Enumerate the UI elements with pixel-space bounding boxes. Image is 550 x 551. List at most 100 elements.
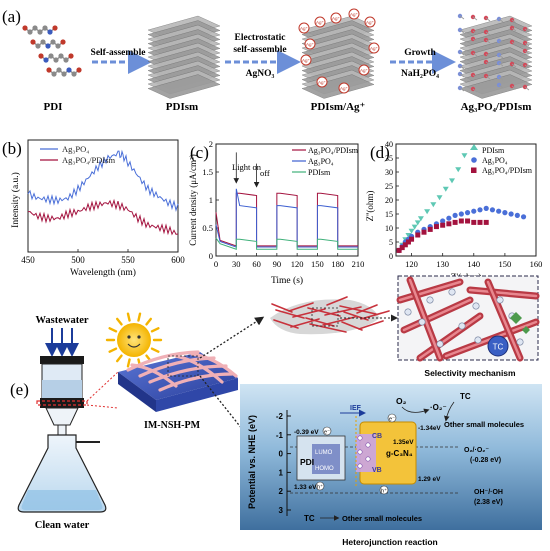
- panel-c-frame: [215, 143, 359, 257]
- panel-c: 0 30 60 90 120 150 180 210 0 0.5 1 1.5 2 (c) Time (s…: [188, 139, 364, 286]
- membrane-fiber: [158, 372, 234, 392]
- energy-axis-label: Potential vs. NHE (eV): [247, 415, 257, 509]
- pdi-atom: [43, 57, 49, 63]
- ag3po4-bond: [459, 73, 465, 78]
- panel-b-label: (b): [2, 139, 22, 158]
- stack-layer: [147, 74, 221, 99]
- hole-pdi: [315, 481, 325, 491]
- panel-d-ytick-label: 25: [385, 182, 393, 191]
- stage-label-pdi: PDI: [44, 101, 63, 113]
- hole-vb: [379, 485, 389, 495]
- panel-c-ytick-label: 1.5: [202, 167, 213, 177]
- panel-d-point-1: [496, 208, 502, 214]
- wastewater-arrows: [45, 328, 79, 357]
- membrane-side-left: [118, 372, 156, 412]
- mat-fiber: [292, 308, 326, 318]
- ief-region: [356, 434, 376, 472]
- selectivity-particle: [418, 318, 426, 326]
- selectivity-fiber-highlight: [486, 280, 522, 360]
- pdi-atom: [58, 53, 64, 59]
- panel-d-ytick-label: 35: [385, 154, 393, 163]
- hole-symbols: h⁺ h⁺: [315, 481, 389, 495]
- ag3po4-bond: [485, 75, 491, 80]
- selectivity-view: TC: [396, 275, 540, 362]
- ag3po4-bond: [511, 19, 517, 24]
- mat-fiber: [356, 304, 378, 314]
- pdi-atom: [46, 67, 52, 73]
- ag3po4-bond: [472, 88, 478, 93]
- ag-ion-label: Ag⁺: [366, 20, 375, 25]
- panel-d-xtick-label: 130: [436, 259, 449, 269]
- panel-d-legend: PDIsm Ag₃PO₄ Ag₃PO₄/PDIsm: [470, 144, 533, 175]
- pdi-atom: [60, 39, 66, 45]
- ag3po4-bond: [485, 61, 491, 66]
- energy-tick-label: 3: [279, 506, 284, 515]
- hole-vb-label: h⁺: [381, 488, 387, 495]
- arrow-label-agno3: AgNO₃: [246, 69, 275, 79]
- panel-a-label: (a): [2, 7, 21, 26]
- selectivity-fiber-highlight: [468, 288, 538, 298]
- panel-c-series-1: [215, 188, 358, 248]
- panel-d-point-1: [446, 215, 452, 221]
- ag3po4-bond: [524, 50, 530, 55]
- o2-radical-label: ·O₂⁻: [430, 403, 447, 412]
- ag3po4-bond: [524, 86, 530, 91]
- fiber-mat-base: [270, 299, 380, 335]
- panel-b-series-0: [27, 149, 179, 212]
- selectivity-particle: [404, 308, 412, 316]
- legend-d-text-0: PDIsm: [482, 146, 505, 155]
- arrow-label-self-assemble: Self-assemble: [91, 48, 146, 58]
- panel-c-xtick-label: 180: [331, 259, 344, 269]
- stage-label-pdism-ag: PDIsm/Ag⁺: [311, 101, 366, 113]
- panel-d-point-1: [502, 210, 508, 216]
- ag3po4-bond: [459, 51, 465, 56]
- funnel-cap: [40, 356, 84, 364]
- ag3po4-bond: [485, 53, 491, 58]
- molecule-green: [522, 326, 530, 334]
- panel-e: (e) Wastewater Clean water: [10, 275, 542, 547]
- panel-d-point-2: [399, 245, 405, 251]
- arrow-label-self-assemble-2: self-assemble: [233, 45, 286, 55]
- zoom-line-1: [86, 371, 119, 402]
- panel-d-point-2: [402, 242, 408, 248]
- panel-d-point-2: [433, 224, 439, 230]
- membrane-icon: [118, 350, 238, 412]
- panel-d-point-1: [458, 211, 464, 217]
- pdi-atom: [50, 39, 56, 45]
- membrane-fiber: [190, 352, 238, 378]
- legend-c-text-2: PDIsm: [308, 168, 331, 177]
- ag3po4-bond: [524, 64, 530, 69]
- electron-cb: [387, 413, 397, 423]
- energy-tick-label: -2: [276, 412, 284, 421]
- zoom-line-2: [86, 404, 119, 409]
- ag3po4-bond: [459, 65, 465, 70]
- pdi-atom: [63, 57, 69, 63]
- mat-fiber: [324, 306, 362, 316]
- molecule-green: [510, 312, 522, 324]
- panel-b: 450 500 550 600 (b) Wavelength (nm) Intensi…: [2, 139, 185, 278]
- funnel-water: [42, 380, 82, 398]
- pdi-molecule-icon: [22, 25, 82, 77]
- pdi-atom: [32, 25, 38, 31]
- pdi-atom: [55, 43, 61, 49]
- ag3po4-bond: [511, 27, 517, 32]
- clean-water-label: Clean water: [35, 520, 90, 531]
- ag-ion-label: Ag⁺: [332, 16, 341, 21]
- sun-icon: [105, 312, 163, 368]
- panel-d-ytick-label: 30: [385, 168, 393, 177]
- o2-reduction-arrow: [401, 406, 430, 414]
- stack-layer: [301, 74, 375, 99]
- selectivity-mechanism-label: Selectivity mechanism: [424, 368, 516, 378]
- panel-d-point-2: [458, 218, 464, 224]
- mat-fiber: [358, 320, 384, 330]
- panel-d-point-1: [452, 212, 458, 218]
- pdi-atom: [53, 57, 59, 63]
- selectivity-fiber-highlight: [418, 314, 482, 360]
- annotation-off: off: [260, 168, 270, 178]
- panel-b-xtick-label: 600: [171, 255, 185, 265]
- ag-ion-label: Ag⁺: [318, 80, 327, 85]
- sun-ray: [145, 317, 153, 326]
- cb-value: -1.34eV: [418, 425, 441, 432]
- tc-bubble-label: TC: [493, 343, 504, 352]
- ag-ion-label: Ag⁺: [300, 26, 309, 31]
